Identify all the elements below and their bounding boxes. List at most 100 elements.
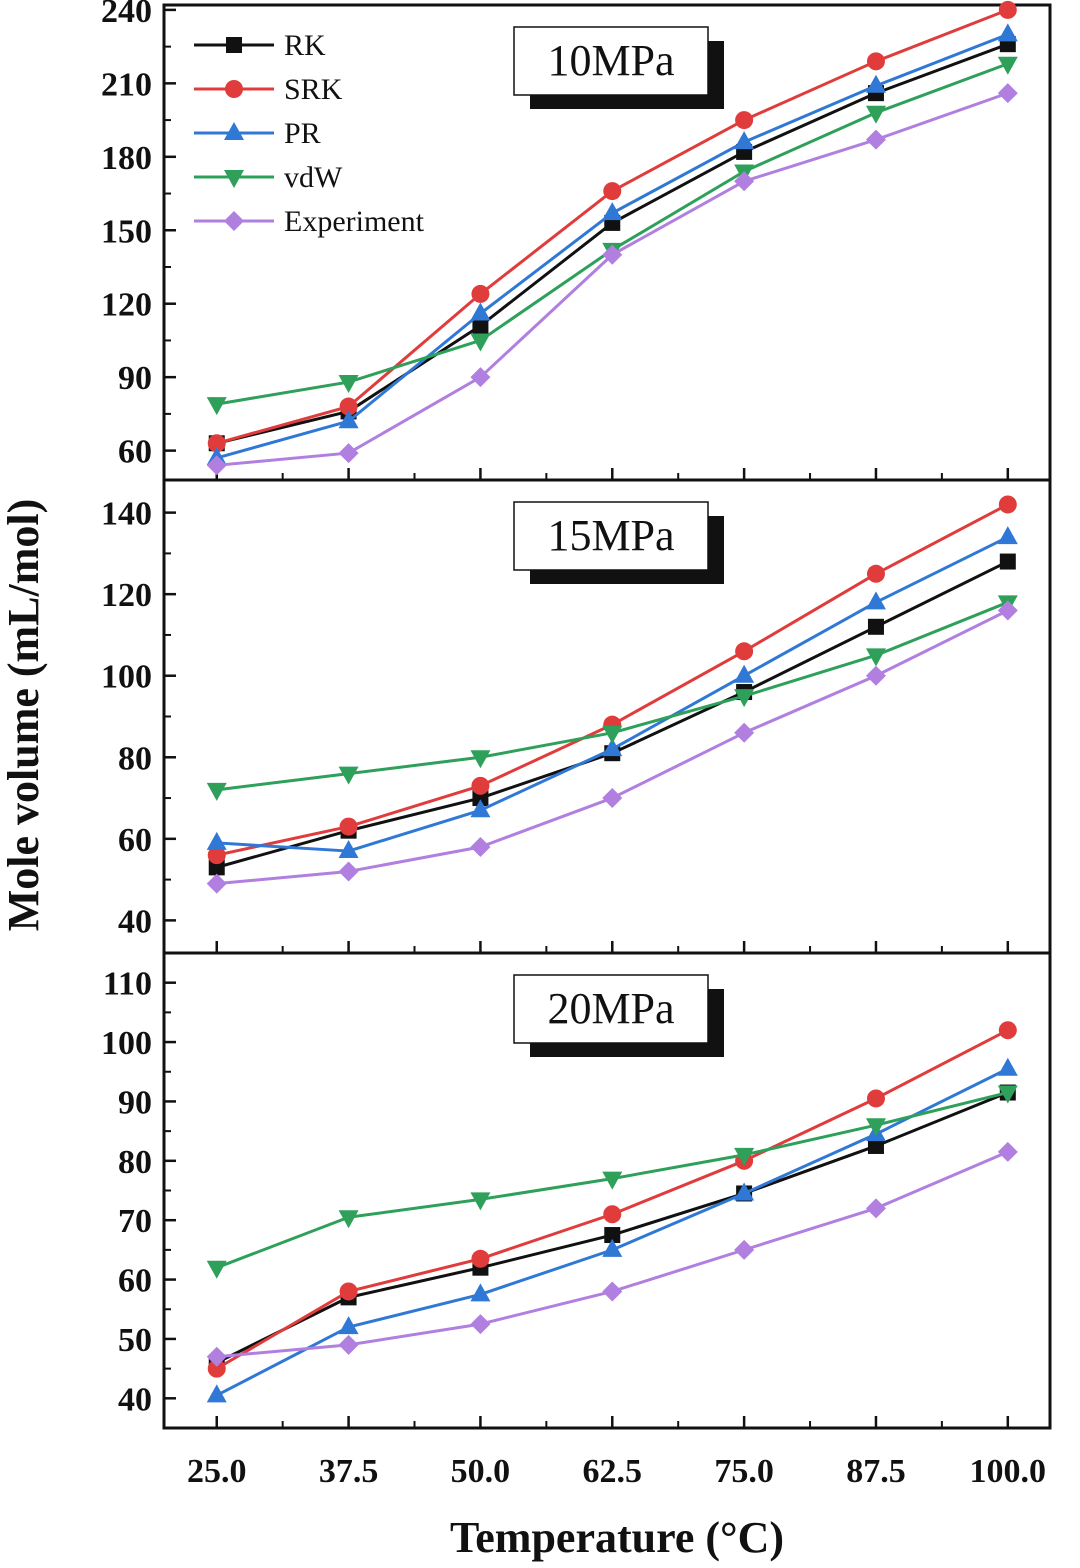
data-point [734, 1239, 755, 1260]
data-point [998, 495, 1017, 514]
data-point [734, 664, 755, 683]
data-point [339, 817, 358, 836]
data-point [470, 1283, 491, 1302]
panel-title: 20MPa [547, 984, 674, 1033]
y-tick-label: 50 [118, 1322, 152, 1359]
x-tick-label: 50.0 [451, 1453, 511, 1490]
data-point [866, 564, 885, 583]
series-line [215, 1028, 1009, 1370]
series-vdw [206, 1085, 1018, 1279]
x-axis-title: Temperature (°C) [450, 1513, 784, 1562]
data-point [470, 367, 491, 388]
chart-legend: RK SRK PR vdW Experiment [194, 29, 425, 238]
data-point [206, 782, 227, 801]
data-point [602, 725, 623, 744]
data-point [339, 397, 358, 416]
panel-20mpa: 40 50 60 70 80 90 100 110 20MPa [101, 951, 1052, 1430]
x-tick-label: 25.0 [187, 1453, 247, 1490]
data-point [470, 1314, 491, 1335]
y-tick-label: 110 [103, 966, 152, 1003]
data-point [734, 1182, 755, 1201]
y-tick-label: 100 [101, 659, 152, 696]
legend-label: Experiment [284, 205, 425, 238]
data-point [867, 618, 884, 635]
legend-entry-vdw: vdW [194, 161, 343, 194]
data-point [471, 284, 490, 303]
data-point [997, 1085, 1018, 1104]
y-tick-label: 60 [118, 434, 152, 471]
data-point [865, 591, 886, 610]
data-point [338, 1210, 359, 1229]
legend-marker [225, 80, 243, 98]
data-point [207, 434, 226, 453]
y-tick-label: 120 [101, 287, 152, 324]
data-point [338, 1316, 359, 1335]
series-experiment [206, 1141, 1018, 1367]
data-point [602, 202, 623, 221]
series-rk [208, 553, 1016, 876]
data-point [338, 766, 359, 785]
data-point [734, 1147, 755, 1166]
panel-title: 15MPa [547, 511, 674, 560]
series-srk [207, 0, 1017, 453]
legend-label: SRK [284, 73, 343, 106]
data-point [472, 790, 489, 807]
data-point [997, 23, 1018, 42]
x-tick-label: 62.5 [583, 1453, 643, 1490]
data-point [207, 1359, 226, 1378]
y-tick-label: 40 [118, 1381, 152, 1418]
legend-entry-pr: PR [194, 117, 321, 150]
x-tick-label: 37.5 [319, 1453, 379, 1490]
data-point [603, 1205, 622, 1224]
y-tick-label: 70 [118, 1203, 152, 1240]
legend-label: vdW [284, 161, 343, 194]
y-tick-label: 80 [118, 740, 152, 777]
legend-marker [226, 37, 242, 53]
data-point [470, 799, 491, 818]
y-tick-label: 90 [118, 360, 152, 397]
data-point [206, 873, 227, 894]
data-point [735, 642, 754, 661]
data-point [997, 526, 1018, 545]
data-point [338, 410, 359, 429]
legend-marker [224, 211, 244, 231]
data-point [206, 1346, 227, 1367]
data-point [470, 1192, 491, 1211]
data-point [602, 244, 623, 265]
data-point [867, 1137, 884, 1154]
data-point [735, 111, 754, 130]
y-tick-label: 120 [101, 577, 152, 614]
data-point [602, 1281, 623, 1302]
legend-marker [224, 170, 244, 188]
x-tick-label: 100.0 [970, 1453, 1047, 1490]
panel-10mpa: 60 90 120 150 180 210 240 10MPa [101, 0, 1052, 482]
y-tick-label: 240 [101, 0, 152, 30]
data-point [997, 1057, 1018, 1076]
data-point [208, 859, 225, 876]
legend-label: RK [284, 29, 326, 62]
data-point [471, 776, 490, 795]
data-point [998, 0, 1017, 19]
data-point [604, 1227, 621, 1244]
legend-entry-experiment: Experiment [194, 205, 425, 238]
data-point [865, 1198, 886, 1219]
data-point [338, 861, 359, 882]
data-point [998, 1021, 1017, 1040]
data-point [338, 375, 359, 394]
data-point [472, 317, 489, 334]
data-point [997, 83, 1018, 104]
panel-title-box [513, 26, 709, 96]
data-point [865, 648, 886, 667]
data-point [734, 131, 755, 150]
panel-title: 10MPa [547, 36, 674, 85]
data-point [470, 836, 491, 857]
data-point [206, 1384, 227, 1403]
series-line [216, 600, 1009, 792]
data-point [338, 443, 359, 464]
data-point [734, 689, 755, 708]
y-tick-label: 60 [118, 822, 152, 859]
series-rk [208, 1084, 1016, 1371]
y-tick-label: 80 [118, 1144, 152, 1181]
data-point [470, 302, 491, 321]
legend-entry-rk: RK [194, 29, 326, 62]
